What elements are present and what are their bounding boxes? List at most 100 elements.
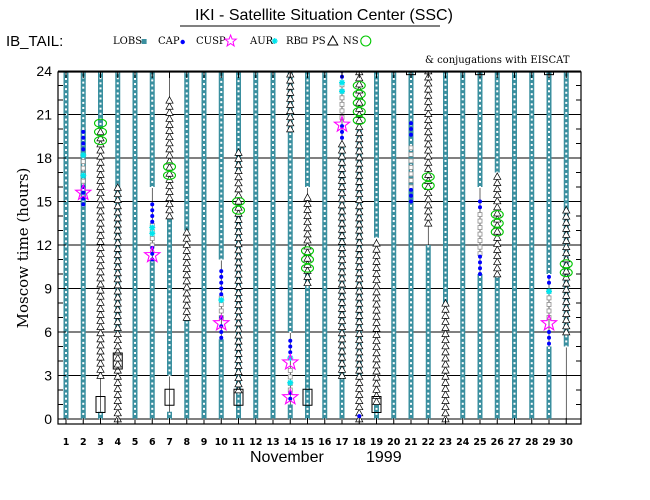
lobs-mark	[548, 85, 550, 88]
lobs-mark	[306, 387, 309, 390]
lobs-mark	[272, 377, 274, 380]
lobs-mark	[513, 387, 516, 390]
lobs-mark	[289, 249, 292, 252]
x-tick-label: 14	[284, 437, 298, 448]
lobs-mark	[203, 245, 205, 248]
lobs-mark	[461, 169, 464, 172]
cap-dot	[547, 280, 551, 285]
ps-triangle	[424, 127, 433, 136]
ps-triangle	[337, 212, 347, 221]
lobs-mark	[237, 80, 240, 83]
lobs-mark	[513, 128, 516, 131]
cap-dot	[357, 414, 362, 419]
ps-triangle	[355, 305, 364, 313]
lobs-mark	[65, 407, 67, 410]
rb-square	[80, 178, 86, 184]
cap-dot	[340, 129, 344, 134]
lobs-mark	[323, 169, 326, 172]
lobs-mark	[237, 120, 240, 123]
ns-circle	[300, 254, 315, 265]
y-tick-label: 12	[36, 237, 52, 253]
lobs-mark	[134, 392, 136, 395]
lobs-mark	[513, 301, 516, 304]
lobs-mark	[272, 260, 274, 263]
lobs-mark	[185, 133, 188, 136]
lobs-mark	[82, 112, 85, 115]
lobs-mark	[151, 120, 154, 123]
rb-square	[218, 308, 224, 314]
lobs-mark	[461, 296, 464, 299]
y-tick-label: 3	[44, 368, 52, 384]
ps-triangle	[355, 390, 364, 398]
lobs-mark	[168, 222, 171, 225]
rb-square	[477, 244, 483, 250]
lobs-mark	[65, 133, 67, 136]
lobs-mark	[116, 87, 119, 90]
ps-triangle	[424, 170, 433, 178]
lobs-mark	[444, 78, 447, 81]
lobs-mark	[289, 244, 292, 247]
ps-triangle	[355, 164, 364, 173]
lobs-mark	[479, 140, 481, 143]
ns-circle	[421, 181, 435, 191]
lobs-mark	[496, 120, 499, 123]
lobs-mark	[375, 175, 378, 178]
ps-triangle	[337, 188, 347, 197]
lobs-mark	[479, 186, 481, 188]
cap-dot	[219, 269, 224, 274]
lobs-mark	[65, 377, 67, 380]
lobs-mark	[151, 306, 154, 309]
lobs-mark	[203, 392, 205, 395]
lobs-mark	[565, 157, 568, 160]
lobs-mark	[479, 316, 481, 319]
lobs-mark	[392, 250, 395, 253]
lobs-mark	[65, 240, 67, 243]
lobs-mark	[565, 172, 568, 175]
lobs-mark	[134, 113, 136, 116]
ps-triangle	[113, 238, 122, 246]
lobs-mark	[444, 261, 447, 264]
lobs-mark	[185, 377, 188, 380]
ps-triangle	[234, 202, 243, 211]
lobs-mark	[513, 397, 516, 400]
lobs-mark	[444, 271, 447, 274]
lobs-mark	[392, 169, 395, 172]
lobs-mark	[444, 246, 447, 249]
rb-square	[546, 295, 552, 301]
lobs-mark	[82, 275, 85, 278]
lobs-mark	[392, 301, 395, 304]
lobs-mark	[548, 352, 550, 355]
lobs-mark	[289, 193, 292, 196]
conjugation-box	[164, 388, 175, 406]
lobs-mark	[392, 280, 395, 283]
lobs-mark	[203, 286, 205, 289]
legend-label-cap: CAP	[158, 36, 180, 47]
ns-circle	[231, 205, 246, 215]
lobs-mark	[461, 118, 464, 121]
lobs-mark	[254, 412, 257, 415]
lobs-mark	[134, 306, 136, 309]
lobs-mark	[237, 407, 240, 410]
lobs-mark	[548, 171, 550, 174]
cap-dot	[81, 190, 86, 195]
lobs-mark	[323, 270, 326, 273]
legend-label-lobs: LOBS	[113, 36, 142, 47]
ps-triangle	[493, 263, 502, 272]
lobs-mark	[65, 154, 67, 157]
ps-triangle	[424, 151, 433, 160]
lobs-mark	[237, 146, 240, 149]
ps-triangle	[234, 209, 243, 217]
lobs-mark	[254, 143, 257, 146]
lobs-mark	[479, 89, 481, 92]
lobs-mark	[82, 133, 85, 136]
aur-asterisk	[149, 230, 156, 237]
lobs-mark	[65, 326, 67, 329]
lobs-mark	[82, 106, 85, 109]
ps-triangle	[337, 292, 347, 300]
ps-triangle	[113, 365, 122, 374]
lobs-mark	[513, 291, 516, 294]
ps-triangle	[96, 170, 105, 178]
lobs-mark	[530, 352, 533, 355]
ns-circle	[421, 172, 435, 182]
lobs-mark	[272, 83, 274, 86]
